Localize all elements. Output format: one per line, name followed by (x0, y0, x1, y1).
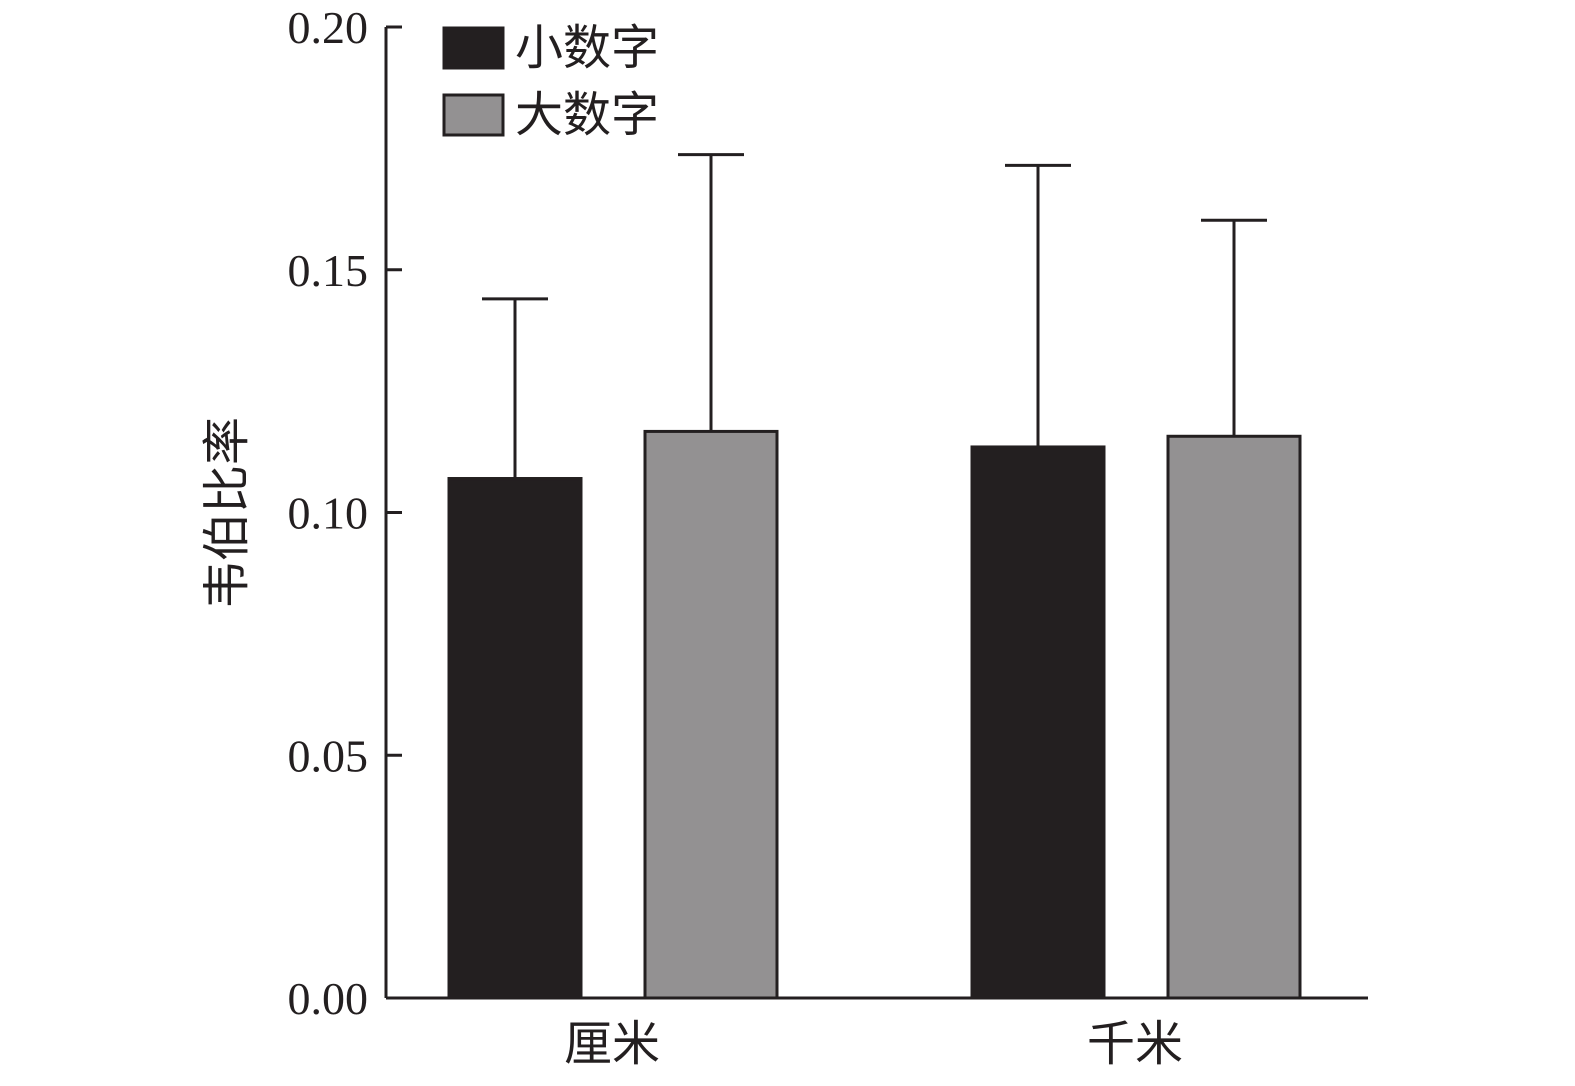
y-ticks: 0.00 0.05 0.10 0.15 0.20 (288, 2, 402, 1024)
x-category-label: 千米 (1087, 1018, 1183, 1071)
y-tick-label: 0.20 (288, 2, 369, 53)
legend: 小数字 大数字 (442, 22, 659, 142)
error-bars-layer (482, 153, 1267, 479)
y-tick-label: 0.10 (288, 488, 369, 539)
x-category-label: 厘米 (564, 1018, 660, 1071)
bar-small-numbers-1 (970, 445, 1106, 1000)
legend-swatch-large-numbers (442, 93, 505, 137)
y-tick-label: 0.05 (288, 730, 369, 781)
y-tick-label: 0.00 (288, 973, 369, 1024)
bar-large-numbers-0 (643, 429, 779, 1000)
y-axis-title: 韦伯比率 (201, 417, 254, 609)
x-category-labels: 厘米 千米 (564, 1018, 1183, 1071)
y-tick-label: 0.15 (288, 245, 369, 296)
bar-small-numbers-0 (447, 477, 583, 1000)
legend-label-small-numbers: 小数字 (515, 22, 659, 75)
bars-layer (447, 429, 1302, 1000)
bar-large-numbers-1 (1166, 434, 1302, 1000)
legend-swatch-small-numbers (442, 26, 505, 70)
legend-label-large-numbers: 大数字 (515, 89, 659, 142)
